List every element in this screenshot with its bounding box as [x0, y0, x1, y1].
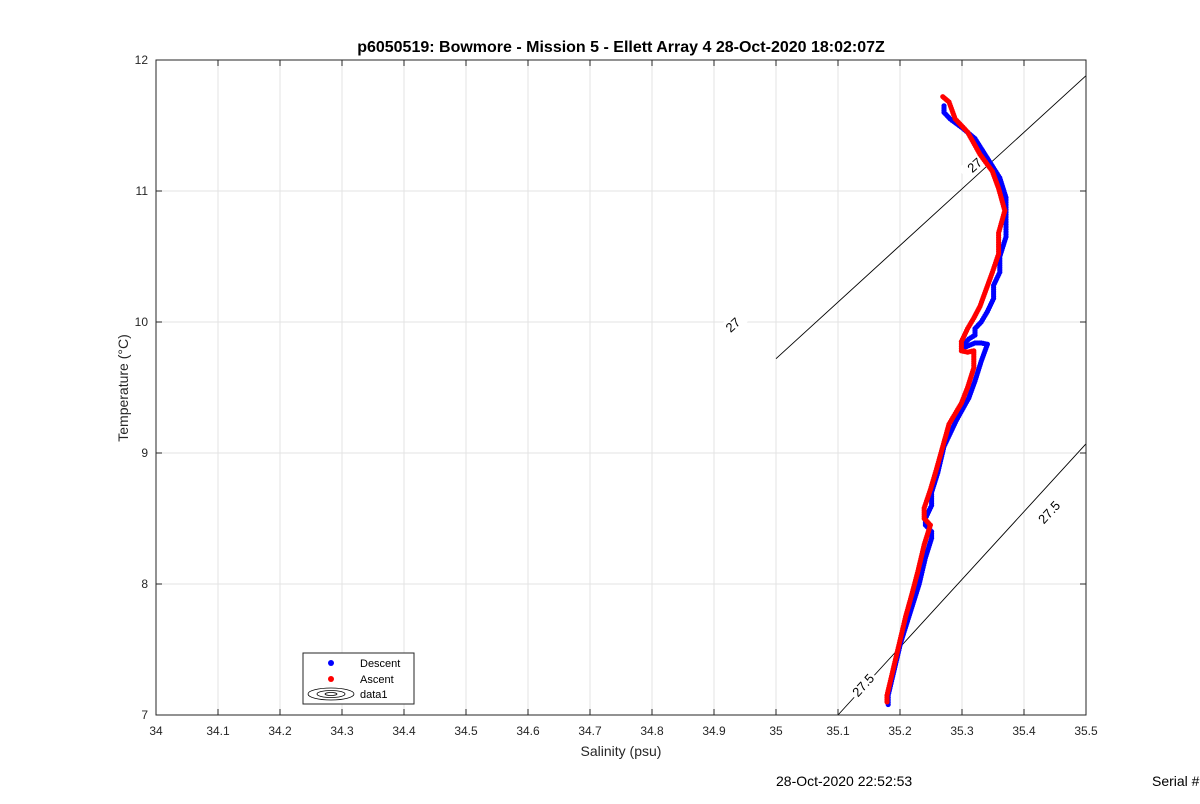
- x-tick-label: 34.5: [454, 724, 478, 738]
- legend-marker-ascent: [328, 676, 334, 682]
- x-tick-label: 34.7: [578, 724, 602, 738]
- x-tick-labels: 34 34.1 34.2 34.3 34.4 34.5 34.6 34.7 34.8 34.9 35…: [149, 724, 1098, 738]
- series-descent: [885, 103, 1009, 708]
- x-tick-label: 34.6: [516, 724, 540, 738]
- serial-label: Serial #: [1152, 773, 1200, 789]
- timestamp: 28-Oct-2020 22:52:53: [776, 773, 913, 789]
- x-tick-label: 34.9: [702, 724, 726, 738]
- x-tick-label: 35.1: [826, 724, 850, 738]
- x-tick-label: 34.8: [640, 724, 664, 738]
- x-tick-label: 35: [769, 724, 783, 738]
- y-axis-label: Temperature (°C): [115, 334, 131, 442]
- legend-box: [302, 652, 415, 705]
- legend-label-ascent: Ascent: [360, 674, 394, 686]
- axis-ticks: [155, 59, 1087, 716]
- data-point: [884, 699, 890, 705]
- contour-label-bg: [716, 308, 750, 341]
- plot-frame: [155, 59, 1087, 716]
- y-tick-label: 11: [136, 184, 149, 198]
- x-axis-label: Salinity (psu): [581, 743, 662, 759]
- x-tick-label: 34.2: [268, 724, 292, 738]
- y-tick-label: 10: [135, 315, 149, 329]
- contour-label-bg: [1032, 495, 1065, 529]
- contour-line: [775, 75, 1087, 360]
- x-tick-label: 35.5: [1074, 724, 1098, 738]
- series-ascent: [884, 94, 1008, 705]
- legend-contour-icon: [307, 687, 355, 701]
- x-tick-label: 34.1: [206, 724, 230, 738]
- x-tick-label: 35.4: [1012, 724, 1036, 738]
- x-tick-label: 35.2: [888, 724, 912, 738]
- y-tick-label: 8: [141, 577, 148, 591]
- contour-label-bg: [846, 668, 879, 702]
- legend-label-descent: Descent: [360, 658, 400, 670]
- contour-line: [837, 443, 1087, 716]
- legend-marker-descent: [328, 660, 334, 666]
- x-tick-label: 34.3: [330, 724, 354, 738]
- x-tick-label: 35.3: [950, 724, 974, 738]
- legend: Descent Ascent data1: [302, 652, 415, 705]
- y-tick-label: 7: [141, 708, 148, 722]
- y-tick-labels: 7 8 9 10 11 12: [135, 53, 149, 722]
- x-tick-label: 34: [149, 724, 163, 738]
- plot-area: [156, 60, 1086, 715]
- y-tick-label: 12: [135, 53, 149, 67]
- x-tick-label: 34.4: [392, 724, 416, 738]
- legend-label-data1: data1: [360, 689, 388, 701]
- chart-title: p6050519: Bowmore - Mission 5 - Ellett A…: [357, 39, 885, 56]
- y-tick-label: 9: [141, 446, 148, 460]
